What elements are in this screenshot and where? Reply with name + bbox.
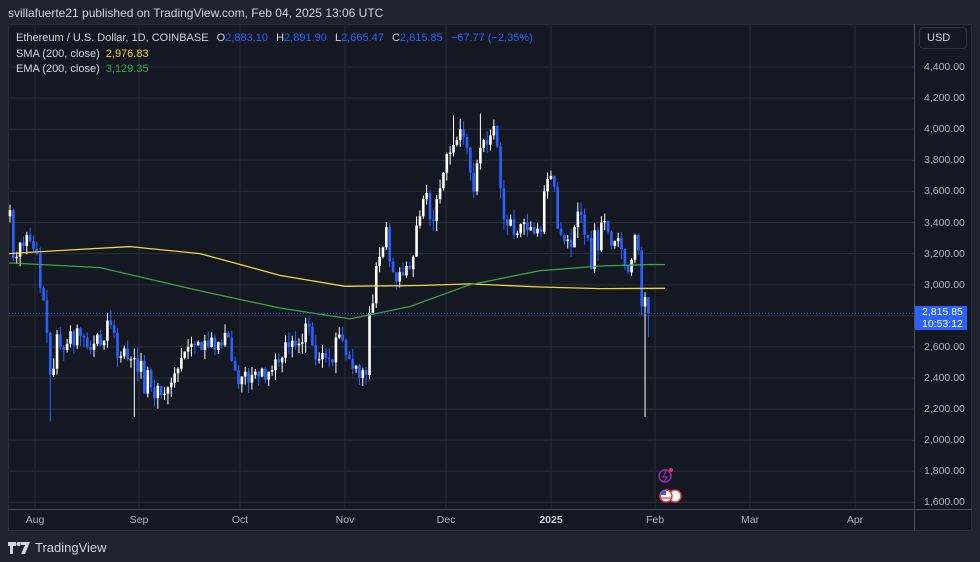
price-tick: 3,600.00: [924, 185, 965, 198]
tradingview-logo-icon: [8, 541, 30, 554]
symbol-row[interactable]: Ethereum / U.S. Dollar, 1D, COINBASE O2,…: [16, 31, 533, 47]
change-value: −67.77 (−2.35%): [450, 32, 533, 44]
price-tick: 4,200.00: [924, 92, 965, 105]
time-tick: Dec: [436, 514, 456, 526]
currency-button[interactable]: USD: [919, 27, 967, 49]
high-value: 2,891.90: [284, 32, 327, 44]
low-label: L: [334, 32, 342, 44]
open-value: 2,883.10: [225, 32, 269, 44]
open-label: O: [216, 32, 226, 44]
price-tick: 2,000.00: [924, 434, 965, 447]
symbol-label: Ethereum / U.S. Dollar, 1D, COINBASE: [16, 32, 209, 44]
chart-pane[interactable]: [8, 24, 972, 531]
last-price: 2,815.85: [922, 306, 963, 318]
time-tick: Apr: [846, 514, 864, 526]
ema-value: 3,129.35: [105, 63, 149, 75]
time-axis-divider: [8, 509, 972, 510]
price-axis-divider: [914, 24, 915, 531]
price-tick: 1,600.00: [924, 496, 965, 509]
low-value: 2,665.47: [341, 32, 384, 44]
last-price-tag: 2,815.85 10:53:12: [915, 306, 967, 330]
price-tick: 1,800.00: [924, 465, 965, 478]
time-tick: 2025: [539, 514, 563, 526]
chart-legend: Ethereum / U.S. Dollar, 1D, COINBASE O2,…: [16, 31, 533, 78]
price-tick: 4,400.00: [924, 61, 965, 73]
tradingview-brand[interactable]: TradingView: [8, 540, 107, 555]
price-tick: 2,200.00: [924, 403, 965, 416]
brand-label: TradingView: [35, 540, 107, 555]
close-label: C: [391, 32, 400, 44]
time-tick: Mar: [740, 514, 760, 526]
time-tick: Oct: [231, 514, 249, 526]
published-by-line: svillafuerte21 published on TradingView.…: [8, 6, 384, 20]
ema-label: EMA (200, close): [16, 63, 100, 75]
time-tick: Sep: [129, 514, 149, 526]
time-tick: Nov: [335, 514, 355, 526]
close-value: 2,815.85: [399, 32, 443, 44]
time-tick: Feb: [645, 514, 665, 526]
price-tick: 3,000.00: [924, 278, 965, 291]
sma-label: SMA (200, close): [16, 47, 100, 60]
price-tick: 3,400.00: [924, 216, 965, 229]
sma-value: 2,976.83: [105, 47, 149, 60]
bar-countdown: 10:53:12: [922, 317, 963, 330]
price-tick: 3,800.00: [924, 154, 965, 167]
ema-row[interactable]: EMA (200, close) 3,129.35: [16, 62, 533, 78]
time-tick: Aug: [25, 514, 45, 526]
sma-row[interactable]: SMA (200, close) 2,976.83: [16, 47, 533, 63]
price-tick: 2,600.00: [924, 340, 965, 353]
price-tick: 3,200.00: [924, 247, 965, 260]
high-label: H: [276, 32, 285, 44]
price-tick: 4,000.00: [924, 123, 965, 136]
price-tick: 2,400.00: [924, 372, 965, 384]
